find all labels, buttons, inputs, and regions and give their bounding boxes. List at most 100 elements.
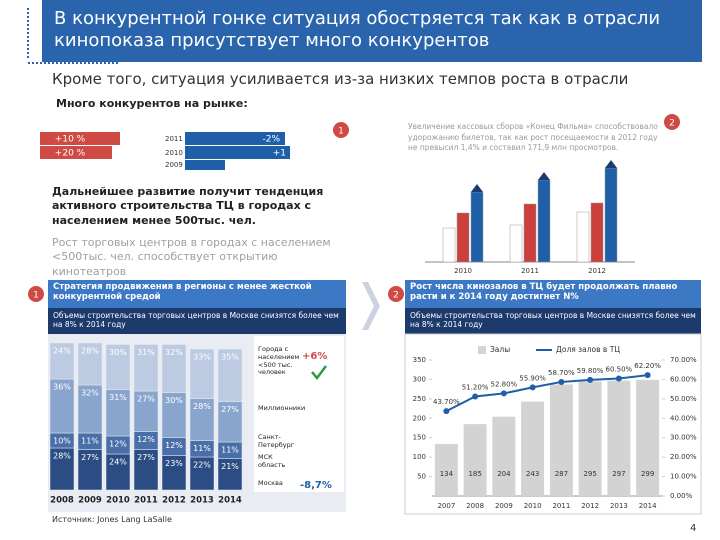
y-tick-label: 350: [413, 356, 426, 364]
bar: [456, 212, 470, 263]
bar: [578, 381, 602, 496]
x-tick-label: 2014: [218, 496, 242, 506]
value-label: 35%: [221, 353, 239, 362]
y-tick-label: 250: [413, 395, 426, 403]
bar: [523, 203, 537, 263]
y2-tick-label: 60.00%: [670, 375, 697, 383]
value-label: 24%: [109, 458, 127, 467]
y2-tick-label: 40.00%: [670, 414, 697, 422]
legend-label: Москва: [258, 479, 283, 487]
badge: [28, 286, 44, 302]
value-label: 28%: [193, 402, 211, 411]
change-bar: [185, 146, 290, 159]
value-label: 23%: [165, 459, 183, 468]
bar: [607, 380, 631, 496]
bar-segment: [77, 384, 103, 434]
value-label: 43.70%: [433, 398, 460, 406]
value-label: 299: [641, 470, 654, 478]
y2-tick-label: 70.00%: [670, 356, 697, 364]
bar-segment: [105, 453, 131, 491]
bar: [492, 416, 516, 496]
bar-segment: [217, 458, 243, 491]
growth-label: +10 %: [55, 135, 86, 145]
bar-segment: [189, 348, 215, 399]
value-label: 58.70%: [548, 369, 575, 377]
value-label: 134: [440, 470, 454, 478]
panel-subheader: [405, 308, 701, 334]
year-label: 2010: [165, 149, 183, 157]
bar: [576, 211, 590, 263]
badge-label: 1: [33, 291, 39, 301]
value-label: 297: [612, 470, 625, 478]
bar-segment: [49, 378, 75, 434]
badge: [388, 286, 404, 302]
x-tick-label: 2007: [437, 502, 455, 510]
legend-label: Санкт-Петербург: [258, 433, 295, 449]
panel-title: Стратегия продвижения в регионы с менее …: [53, 282, 312, 303]
y-tick-label: 300: [413, 375, 426, 383]
y-tick-label: 100: [413, 453, 426, 461]
y-tick-label: 150: [413, 434, 426, 442]
x-tick-label: 2012: [581, 502, 599, 510]
legend-label: Города с населением <500 тыс. человек: [258, 345, 300, 377]
bar-segment: [49, 447, 75, 491]
value-label: 30%: [109, 348, 127, 357]
value-label: 28%: [81, 347, 99, 356]
value-label: 11%: [221, 446, 239, 455]
value-label: 24%: [53, 347, 71, 356]
annotation: +6%: [302, 351, 328, 362]
y2-tick-label: 20.00%: [670, 453, 697, 461]
badge-label: 2: [669, 119, 675, 129]
bar: [463, 424, 487, 496]
y2-tick-label: 50.00%: [670, 395, 697, 403]
y2-tick-label: 0.00%: [670, 492, 693, 500]
bar: [434, 443, 458, 496]
x-tick-label: 2012: [588, 267, 606, 275]
bar-segment: [161, 455, 187, 491]
bar-segment: [77, 449, 103, 491]
value-label: 22%: [193, 461, 211, 470]
line-marker: [558, 378, 565, 385]
value-label: 36%: [53, 383, 71, 392]
bar-segment: [217, 348, 243, 402]
change-label: +1: [273, 149, 286, 159]
x-tick-label: 2009: [78, 496, 102, 506]
value-label: 52.80%: [491, 380, 518, 388]
panel-subtitle: Объемы строительства торговых центров в …: [410, 311, 696, 329]
section-heading: Много конкурентов на рынке:: [56, 97, 248, 110]
legend-label: Доля залов в ТЦ: [556, 345, 620, 354]
x-tick-label: 2009: [495, 502, 513, 510]
value-label: 243: [526, 470, 539, 478]
check-mark: [311, 365, 327, 381]
value-label: 62.20%: [634, 362, 661, 370]
growth-bar: [40, 146, 112, 159]
arrow-head: [605, 160, 617, 168]
bar: [470, 191, 484, 263]
bar: [442, 227, 456, 263]
bar-segment: [161, 392, 187, 438]
title-bar: [42, 0, 702, 62]
year-label: 2011: [165, 135, 183, 143]
value-label: 12%: [165, 441, 183, 450]
value-label: 55.90%: [519, 374, 546, 382]
bar-segment: [77, 342, 103, 386]
x-tick-label: 2011: [134, 496, 158, 506]
legend-swatch: [478, 346, 486, 354]
bar-segment: [105, 389, 131, 437]
badge: [664, 114, 680, 130]
bar: [509, 224, 523, 263]
growth-label: +20 %: [55, 149, 86, 159]
annotation: -8,7%: [300, 480, 332, 491]
x-tick-label: 2010: [524, 502, 542, 510]
bar-segment: [105, 344, 131, 390]
growth-text: Рост торговых центров в городах с населе…: [52, 236, 331, 278]
value-label: 27%: [221, 405, 239, 414]
value-label: 12%: [137, 435, 155, 444]
bar: [537, 179, 551, 263]
bar: [549, 384, 573, 496]
y-tick-label: 50: [417, 473, 426, 481]
x-tick-label: 2010: [106, 496, 130, 506]
value-label: 10%: [53, 437, 71, 446]
panel-subtitle: Объемы строительства торговых центров в …: [53, 311, 339, 329]
x-tick-label: 2011: [521, 267, 539, 275]
